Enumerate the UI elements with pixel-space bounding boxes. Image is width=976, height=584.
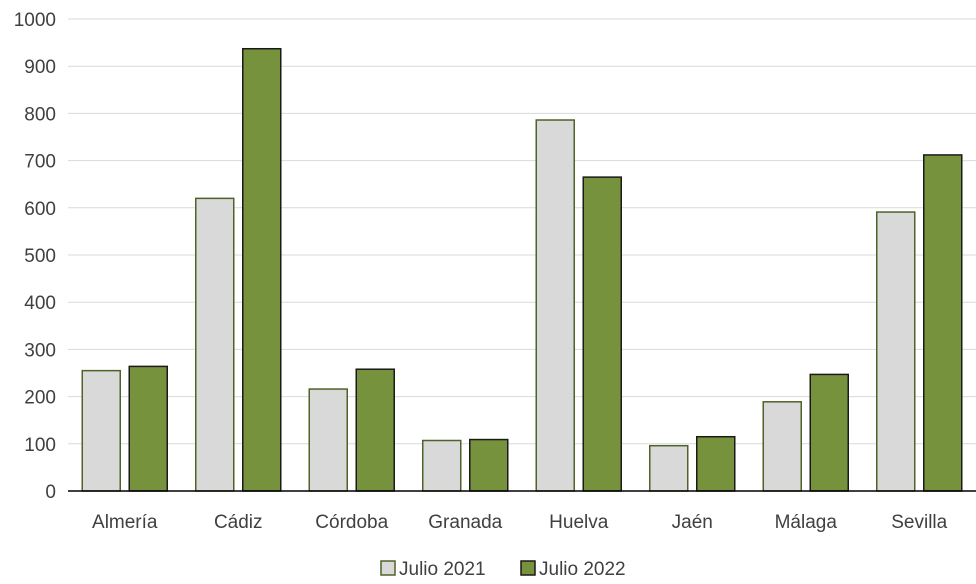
y-tick-label: 0 xyxy=(45,482,56,503)
y-tick-label: 300 xyxy=(24,340,56,361)
y-tick-label: 600 xyxy=(24,199,56,220)
legend-label: Julio 2021 xyxy=(399,559,486,580)
bar-julio-2022 xyxy=(923,154,963,492)
bar-julio-2021 xyxy=(81,369,121,492)
y-tick-label: 800 xyxy=(24,104,56,125)
y-tick-label: 400 xyxy=(24,293,56,314)
bar-julio-2021 xyxy=(535,119,575,492)
legend-swatch xyxy=(380,560,396,576)
bar-julio-2022 xyxy=(696,435,736,492)
bar-julio-2022 xyxy=(582,176,622,492)
x-tick-label: Cádiz xyxy=(214,512,263,533)
x-axis-ticks: Almería Cádiz Córdoba Granada Huelva Jaén Mála… xyxy=(92,512,948,533)
bar-julio-2021 xyxy=(422,439,462,492)
legend: Julio 2021 Julio 2022 xyxy=(380,559,626,580)
y-tick-label: 100 xyxy=(24,435,56,456)
bar-julio-2021 xyxy=(649,444,689,492)
x-tick-label: Jaén xyxy=(672,512,713,533)
y-tick-label: 1000 xyxy=(14,10,56,31)
legend-swatch xyxy=(520,560,536,576)
y-tick-label: 900 xyxy=(24,57,56,78)
x-tick-label: Málaga xyxy=(775,512,838,533)
bar-julio-2022 xyxy=(355,368,395,492)
bar-julio-2021 xyxy=(762,401,802,492)
x-tick-label: Córdoba xyxy=(315,512,388,533)
legend-label: Julio 2022 xyxy=(539,559,626,580)
bar-julio-2022 xyxy=(242,47,282,492)
bar-julio-2021 xyxy=(308,388,348,492)
x-tick-label: Sevilla xyxy=(891,512,947,533)
y-tick-label: 700 xyxy=(24,152,56,173)
y-tick-label: 200 xyxy=(24,388,56,409)
x-tick-label: Huelva xyxy=(549,512,609,533)
y-tick-label: 500 xyxy=(24,246,56,267)
bars xyxy=(81,47,963,492)
bar-julio-2021 xyxy=(195,197,235,492)
bar-julio-2022 xyxy=(469,438,509,492)
x-tick-label: Granada xyxy=(428,512,502,533)
bar-julio-2022 xyxy=(128,365,168,492)
bar-julio-2021 xyxy=(876,211,916,492)
bar-julio-2022 xyxy=(809,373,849,492)
x-tick-label: Almería xyxy=(92,512,158,533)
y-axis-ticks: 0 100 200 300 400 500 600 700 800 900 1000 xyxy=(14,10,56,503)
